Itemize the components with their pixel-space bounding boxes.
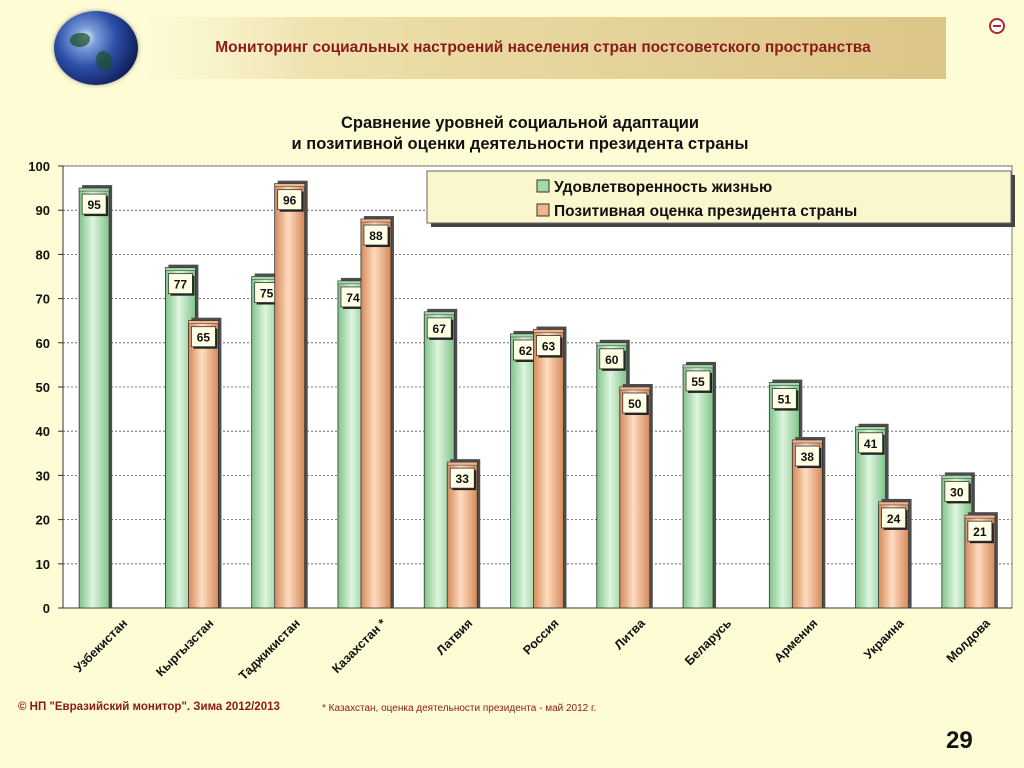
chart-title: Сравнение уровней социальной адаптации и… — [220, 113, 820, 155]
bar-top — [792, 439, 823, 444]
chart-title-line-1: Сравнение уровней социальной адаптации — [340, 114, 700, 132]
data-label-box — [599, 348, 625, 370]
x-category-label: Молдова — [944, 615, 994, 665]
data-label-box — [363, 224, 389, 246]
data-label-box — [168, 273, 193, 295]
page-number: 29 — [946, 727, 973, 754]
y-tick-label: 70 — [36, 292, 50, 307]
y-tick-label: 0 — [43, 601, 50, 616]
data-label: 77 — [174, 278, 188, 292]
bar-life-satisfaction — [78, 187, 110, 609]
bar-top — [596, 342, 628, 347]
data-label-box — [967, 520, 993, 542]
bar-top — [188, 320, 219, 324]
data-label: 65 — [197, 331, 211, 345]
bar-president-rating — [274, 183, 306, 609]
x-category-label: Беларусь — [682, 616, 734, 668]
bar-top — [941, 475, 973, 479]
bar-top — [165, 267, 196, 271]
footer-copyright: © НП "Евразийский монитор". Зима 2012/20… — [18, 701, 280, 713]
legend-swatch — [536, 179, 550, 193]
y-tick-label: 100 — [28, 159, 50, 174]
data-label: 38 — [801, 450, 815, 464]
data-label-box — [622, 392, 648, 414]
bar-president-rating — [360, 218, 392, 609]
data-label-box — [449, 467, 475, 489]
data-label: 62 — [519, 344, 533, 358]
x-category-label: Казахстан * — [329, 616, 389, 676]
y-tick-label: 20 — [36, 513, 50, 528]
data-label: 50 — [628, 397, 642, 411]
data-label: 63 — [542, 340, 556, 354]
data-label: 60 — [605, 353, 619, 367]
data-label-box — [81, 193, 107, 215]
bar-top — [423, 311, 455, 316]
x-category-label: Таджикистан — [236, 616, 303, 683]
data-label: 96 — [283, 194, 297, 208]
data-label: 75 — [260, 287, 274, 301]
bar-president-rating — [533, 329, 564, 609]
x-category-label: Латвия — [434, 616, 476, 658]
bar-life-satisfaction — [682, 364, 714, 609]
bar-top — [682, 364, 714, 369]
emblem-icon — [989, 18, 1005, 34]
bar-top — [769, 382, 800, 386]
legend-swatch — [536, 203, 550, 217]
data-label-box — [771, 388, 797, 409]
data-label-box — [881, 507, 906, 529]
data-label: 33 — [456, 472, 470, 486]
y-tick-label: 30 — [36, 468, 50, 483]
data-label: 41 — [864, 437, 878, 451]
data-label: 24 — [887, 512, 901, 526]
data-label: 21 — [973, 525, 987, 539]
data-label: 51 — [778, 393, 792, 407]
bar-top — [855, 426, 886, 431]
x-category-label: Украина — [861, 615, 907, 661]
x-category-label: Россия — [520, 616, 561, 657]
y-tick-label: 40 — [36, 424, 50, 439]
bar-top — [360, 218, 392, 223]
bar-president-rating — [188, 320, 219, 609]
data-label-box — [277, 189, 303, 211]
bar-top — [964, 514, 996, 519]
data-label: 30 — [950, 485, 964, 499]
x-category-label: Узбекистан — [71, 616, 130, 675]
data-label: 67 — [433, 322, 447, 336]
globe-icon — [54, 11, 138, 85]
data-label-box — [426, 317, 452, 339]
y-tick-label: 80 — [36, 247, 50, 262]
legend-box — [426, 170, 1012, 224]
x-category-label: Кыргызстан — [153, 616, 216, 679]
y-tick-label: 90 — [36, 203, 50, 218]
data-label-box — [536, 335, 561, 356]
y-tick-label: 60 — [36, 336, 50, 351]
data-label-box — [944, 480, 970, 502]
x-category-label: Литва — [612, 615, 649, 652]
bar-top — [274, 183, 305, 187]
legend-label: Удовлетворенность жизнью — [554, 179, 772, 196]
bar-top — [533, 329, 564, 333]
footer-note: * Казахстан, оценка деятельности президе… — [322, 703, 597, 714]
data-label: 95 — [87, 198, 101, 212]
header-banner-fade — [140, 17, 300, 79]
data-label-box — [191, 326, 216, 348]
data-label-box — [858, 432, 883, 454]
header-title: Мониторинг социальных настроений населен… — [215, 39, 871, 56]
legend-label: Позитивная оценка президента страны — [554, 203, 857, 220]
bar-top — [878, 501, 909, 506]
data-label: 55 — [691, 375, 705, 389]
chart-title-line-2: и позитивной оценки деятельности президе… — [291, 135, 749, 153]
x-category-label: Армения — [771, 616, 820, 665]
bar-top — [78, 187, 110, 192]
y-tick-label: 10 — [36, 557, 50, 572]
y-tick-label: 50 — [36, 380, 50, 395]
data-label-box — [685, 370, 711, 392]
bar-president-rating — [619, 386, 651, 609]
bar-top — [446, 461, 478, 466]
bar-top — [619, 386, 651, 391]
data-label: 88 — [369, 229, 383, 243]
data-label-box — [794, 445, 820, 467]
data-label: 74 — [346, 291, 360, 305]
